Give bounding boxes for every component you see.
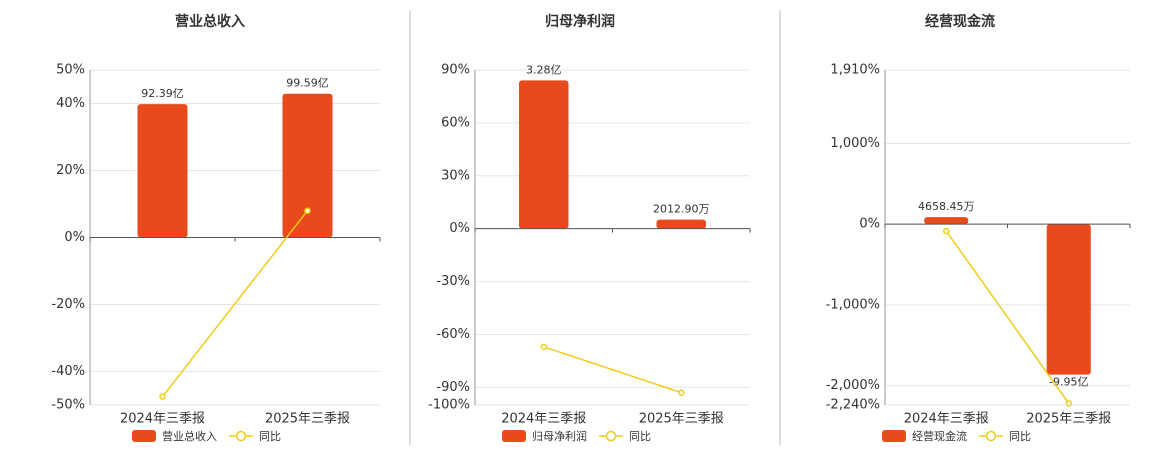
y-tick-label: 0%	[64, 230, 85, 245]
bar	[282, 93, 333, 238]
line	[945, 230, 1070, 404]
point	[943, 227, 950, 235]
point	[304, 207, 311, 214]
point	[159, 393, 166, 400]
legend-label: 经营现金流	[912, 429, 967, 443]
y-tick-label: 90%	[441, 63, 470, 78]
data-label: 3.28亿	[526, 63, 562, 76]
bar	[656, 219, 706, 229]
bar	[519, 80, 569, 229]
data-label: 4658.45万	[918, 200, 975, 213]
y-tick-label: 60%	[441, 115, 470, 130]
data-label: -9.95亿	[1049, 376, 1088, 389]
chart-title: 归母净利润	[545, 13, 615, 30]
y-tick-label: -100%	[428, 398, 470, 413]
y-tick-label: 50%	[56, 63, 85, 78]
legend-label: 同比	[1009, 430, 1031, 443]
y-tick-label: 0%	[449, 221, 470, 236]
legend-swatch	[235, 430, 247, 442]
y-tick-label: -90%	[436, 380, 470, 395]
x-tick-label: 2025年三季报	[265, 412, 350, 427]
y-tick-label: 40%	[56, 96, 85, 111]
line	[161, 210, 309, 398]
chart-title: 营业总收入	[175, 13, 245, 30]
y-tick-label: -50%	[51, 398, 85, 413]
x-tick-label: 2025年三季报	[639, 412, 724, 427]
legend-swatch	[605, 430, 617, 442]
y-tick-label: -2,240%	[826, 398, 880, 413]
legend-swatch	[985, 430, 997, 442]
legend-label: 归母净利润	[532, 429, 587, 443]
legend-label: 同比	[259, 430, 281, 443]
y-tick-label: 1,000%	[830, 136, 880, 151]
x-tick-label: 2024年三季报	[904, 412, 989, 427]
bar	[924, 217, 969, 225]
point	[1065, 400, 1072, 407]
y-tick-label: -60%	[436, 327, 470, 342]
x-tick-label: 2024年三季报	[501, 412, 586, 427]
x-tick-label: 2024年三季报	[120, 412, 205, 427]
legend-label: 营业总收入	[162, 429, 217, 443]
x-tick-label: 2025年三季报	[1026, 412, 1111, 427]
point	[540, 343, 547, 351]
legend-label: 同比	[629, 430, 651, 443]
legend-swatch	[502, 430, 526, 442]
y-tick-label: 30%	[441, 168, 470, 183]
line	[543, 346, 682, 394]
y-tick-label: -20%	[51, 297, 85, 312]
bar	[1046, 224, 1091, 375]
y-tick-label: -30%	[436, 274, 470, 289]
y-tick-label: -1,000%	[826, 297, 880, 312]
point	[678, 389, 685, 396]
data-label: 99.59亿	[286, 77, 329, 90]
data-label: 2012.90万	[653, 203, 710, 216]
y-tick-label: -40%	[51, 364, 85, 379]
y-tick-label: 20%	[56, 163, 85, 178]
data-label: 92.39亿	[141, 87, 184, 100]
y-tick-label: 0%	[859, 217, 880, 232]
legend-swatch	[882, 430, 906, 442]
bar	[137, 104, 188, 238]
y-tick-label: -2,000%	[826, 378, 880, 393]
legend-swatch	[132, 430, 156, 442]
chart-title: 经营现金流	[925, 13, 995, 30]
y-tick-label: 1,910%	[830, 63, 880, 78]
